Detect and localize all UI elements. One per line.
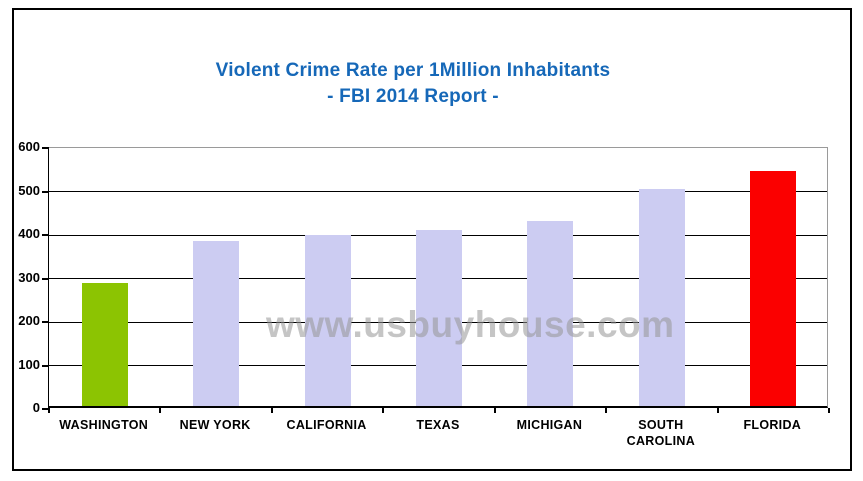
bar-texas <box>416 229 462 406</box>
bar-washington <box>81 282 128 406</box>
plot-area <box>42 147 830 413</box>
y-axis-label-400: 400 <box>18 226 40 241</box>
y-tick-400 <box>42 234 49 236</box>
x-axis-boundary-tick <box>159 408 162 413</box>
chart-title-line2: - FBI 2014 Report - <box>327 86 499 107</box>
y-axis-label-500: 500 <box>18 182 40 198</box>
chart-title: Violent Crime Rate per 1Million Inhabita… <box>0 58 826 110</box>
x-axis-boundary-tick <box>716 408 719 413</box>
x-axis-boundary-tick <box>48 408 50 413</box>
gridline-500 <box>49 191 827 192</box>
x-axis-boundary-tick <box>605 408 608 413</box>
x-axis-label-new-york: NEW YORK <box>179 418 251 432</box>
x-axis-label-michigan: MICHIGAN <box>516 418 583 432</box>
y-axis-label-0: 0 <box>32 400 40 415</box>
x-axis-label-south-carolina: SOUTH CAROLINA <box>626 418 696 448</box>
y-axis-label-100: 100 <box>18 356 40 372</box>
y-axis-label-600: 600 <box>18 139 40 154</box>
y-tick-100 <box>42 364 49 367</box>
y-axis-label-200: 200 <box>18 313 40 328</box>
x-axis-label-california: CALIFORNIA <box>286 418 367 432</box>
bar-florida <box>750 171 797 406</box>
x-axis-label-washington: WASHINGTON <box>59 418 149 432</box>
y-tick-200 <box>42 321 49 323</box>
x-axis-boundary-tick <box>828 408 830 413</box>
x-axis-boundary-tick <box>270 408 273 413</box>
chart-title-line1: Violent Crime Rate per 1Million Inhabita… <box>215 60 611 81</box>
bar-south-carolina <box>638 189 685 406</box>
y-tick-300 <box>42 277 49 280</box>
bar-california <box>304 234 351 406</box>
y-axis-label-300: 300 <box>18 269 40 285</box>
x-axis-label-texas: TEXAS <box>416 418 460 432</box>
bar-new-york <box>193 240 240 406</box>
y-tick-500 <box>42 190 49 193</box>
bar-michigan <box>527 220 574 406</box>
watermark: www.usbuyhouse.com <box>266 304 675 345</box>
x-axis-boundary-tick <box>493 408 496 413</box>
x-axis-label-florida: FLORIDA <box>743 418 802 432</box>
y-tick-600 <box>42 147 49 149</box>
x-axis-boundary-tick <box>382 408 385 413</box>
y-tick-0 <box>42 408 49 410</box>
